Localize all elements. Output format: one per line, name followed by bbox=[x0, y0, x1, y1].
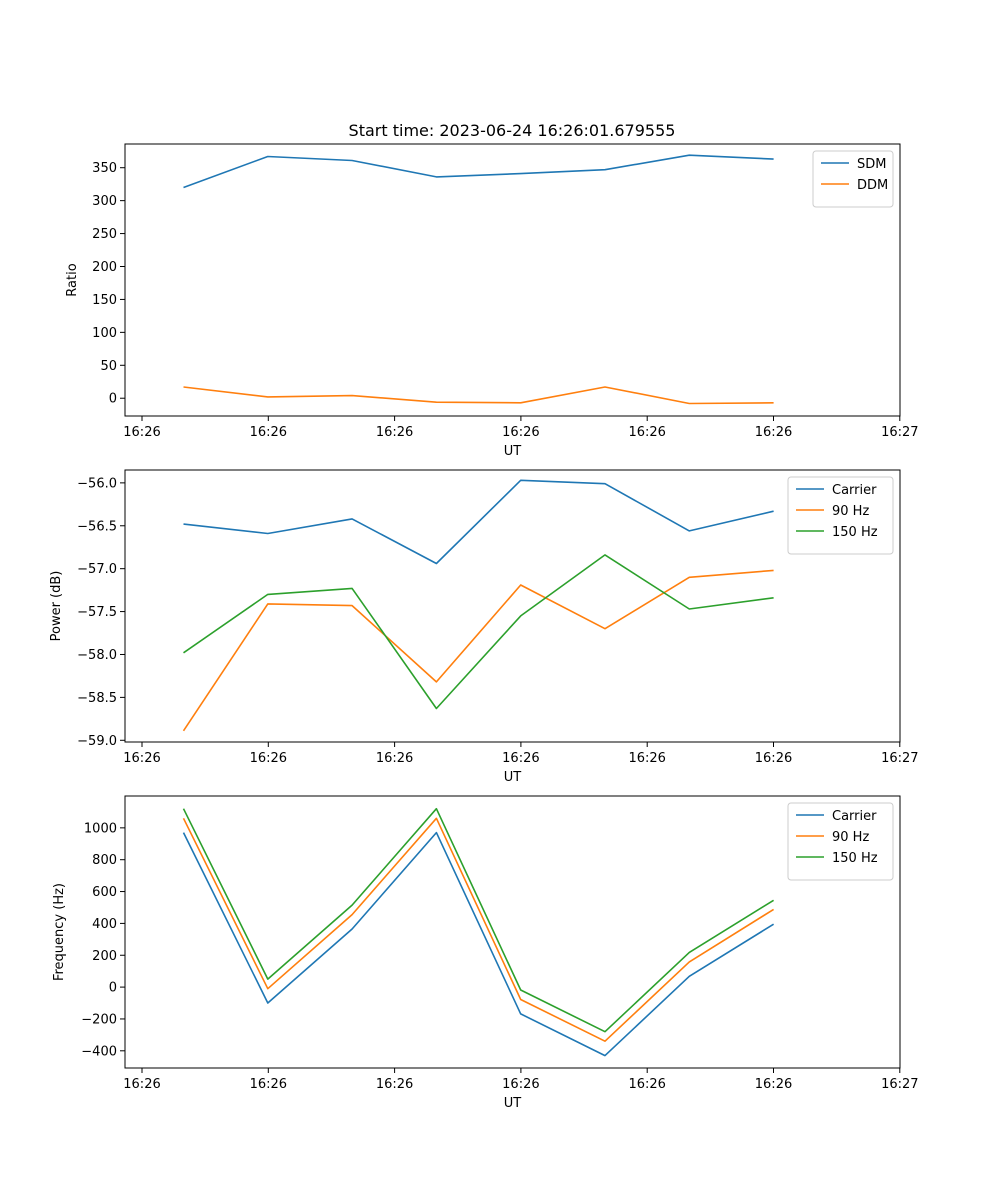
x-axis-label: UT bbox=[504, 444, 522, 459]
legend: SDM DDM bbox=[812, 150, 894, 208]
y-tick-label: −200 bbox=[81, 1012, 117, 1027]
x-axis-label: UT bbox=[504, 1096, 522, 1111]
axes-frame bbox=[124, 795, 901, 1069]
panel-1: 16:26 16:26 16:26 16:26 16:26 16:26 16:27 0 50 10… bbox=[65, 143, 919, 459]
legend-label: SDM bbox=[857, 157, 886, 172]
x-tick-label: 16:27 bbox=[881, 425, 918, 440]
legend-label: 90 Hz bbox=[832, 504, 869, 519]
x-tick-label: 16:26 bbox=[123, 425, 160, 440]
series-line-sdm bbox=[183, 154, 774, 189]
y-tick-label: 300 bbox=[92, 194, 117, 209]
axes-frame bbox=[124, 143, 901, 417]
legend-label: 90 Hz bbox=[832, 830, 869, 845]
series-line-ddm bbox=[183, 386, 774, 405]
y-tick-label: 150 bbox=[92, 293, 117, 308]
y-tick-label: −58.0 bbox=[77, 648, 117, 663]
legend-box bbox=[787, 476, 894, 555]
x-tick-label: 16:26 bbox=[755, 751, 792, 766]
legend-label: 150 Hz bbox=[832, 525, 878, 540]
y-axis-label: Ratio bbox=[65, 263, 80, 296]
panel-3: 16:26 16:26 16:26 16:26 16:26 16:26 16:27 −400 −… bbox=[52, 795, 919, 1111]
x-tick-label: 16:26 bbox=[123, 1077, 160, 1092]
y-tick-label: 100 bbox=[92, 326, 117, 341]
y-tick-label: −59.0 bbox=[77, 734, 117, 749]
legend-box bbox=[812, 150, 894, 208]
y-tick-label: −56.0 bbox=[77, 476, 117, 491]
x-tick-label: 16:26 bbox=[502, 751, 539, 766]
legend-label: Carrier bbox=[832, 483, 877, 498]
x-tick-label: 16:26 bbox=[502, 425, 539, 440]
y-tick-label: 800 bbox=[92, 853, 117, 868]
y-tick-label: 400 bbox=[92, 917, 117, 932]
panel-2: 16:26 16:26 16:26 16:26 16:26 16:26 16:27 −59.0… bbox=[49, 469, 919, 785]
y-tick-label: −57.5 bbox=[77, 605, 117, 620]
x-tick-label: 16:26 bbox=[250, 1077, 287, 1092]
legend-label: 150 Hz bbox=[832, 851, 878, 866]
x-tick-label: 16:27 bbox=[881, 751, 918, 766]
series-line-90-hz bbox=[182, 569, 774, 732]
y-tick-label: 600 bbox=[92, 885, 117, 900]
axes-frame bbox=[124, 469, 901, 743]
legend: Carrier 90 Hz 150 Hz bbox=[787, 802, 894, 881]
x-tick-label: 16:26 bbox=[123, 751, 160, 766]
chart-panels: 16:26 16:26 16:26 16:26 16:26 16:26 16:27 0 50 10… bbox=[49, 143, 919, 1111]
chart-title: Start time: 2023-06-24 16:26:01.679555 bbox=[349, 121, 676, 140]
x-tick-label: 16:26 bbox=[376, 1077, 413, 1092]
series-line-150-hz bbox=[182, 807, 775, 1033]
y-tick-label: −56.5 bbox=[77, 519, 117, 534]
x-axis-label: UT bbox=[504, 770, 522, 785]
y-tick-label: −58.5 bbox=[77, 691, 117, 706]
x-tick-label: 16:26 bbox=[376, 425, 413, 440]
legend-label: Carrier bbox=[832, 809, 877, 824]
x-tick-label: 16:26 bbox=[755, 425, 792, 440]
legend-label: DDM bbox=[857, 178, 888, 193]
y-axis-label: Power (dB) bbox=[49, 571, 64, 642]
x-tick-label: 16:26 bbox=[628, 1077, 665, 1092]
x-tick-label: 16:26 bbox=[502, 1077, 539, 1092]
y-tick-label: −57.0 bbox=[77, 562, 117, 577]
y-tick-label: 0 bbox=[109, 981, 117, 996]
y-tick-label: 1000 bbox=[84, 821, 117, 836]
y-axis-label: Frequency (Hz) bbox=[52, 883, 67, 981]
legend-box bbox=[787, 802, 894, 881]
x-tick-label: 16:26 bbox=[250, 425, 287, 440]
y-tick-label: 50 bbox=[100, 359, 117, 374]
x-tick-label: 16:26 bbox=[755, 1077, 792, 1092]
y-tick-label: 200 bbox=[92, 260, 117, 275]
x-tick-label: 16:26 bbox=[250, 751, 287, 766]
y-tick-label: 350 bbox=[92, 161, 117, 176]
y-tick-label: 250 bbox=[92, 227, 117, 242]
y-tick-label: −400 bbox=[81, 1044, 117, 1059]
x-tick-label: 16:26 bbox=[628, 751, 665, 766]
series-line-carrier bbox=[182, 831, 775, 1057]
x-tick-label: 16:27 bbox=[881, 1077, 918, 1092]
y-tick-label: 0 bbox=[109, 392, 117, 407]
series-line-150-hz bbox=[183, 554, 774, 710]
series-line-90-hz bbox=[182, 817, 775, 1042]
series-line-carrier bbox=[183, 479, 774, 565]
y-tick-label: 200 bbox=[92, 949, 117, 964]
x-tick-label: 16:26 bbox=[376, 751, 413, 766]
legend: Carrier 90 Hz 150 Hz bbox=[787, 476, 894, 555]
x-tick-label: 16:26 bbox=[628, 425, 665, 440]
